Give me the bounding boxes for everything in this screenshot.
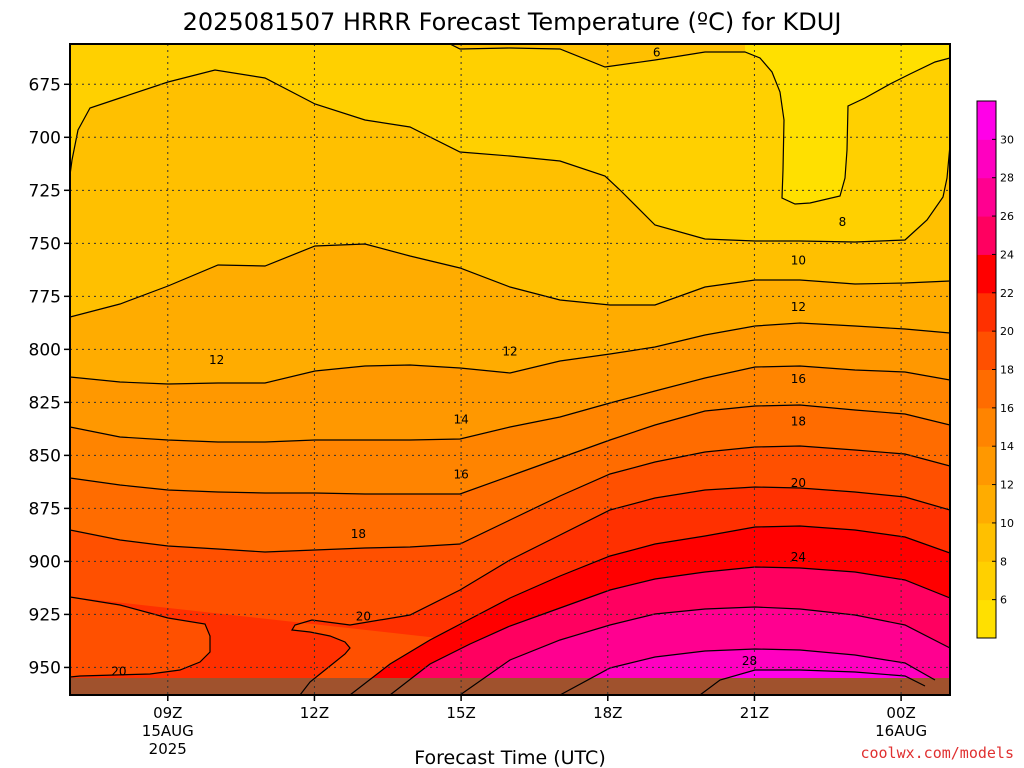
y-tick-label: 750 xyxy=(29,234,61,254)
y-axis: 675 700 725 750 775 800 825 850 875 900 925 950 xyxy=(29,75,70,678)
colorbar-tick-label: 6 xyxy=(1000,594,1007,607)
y-tick-label: 775 xyxy=(29,287,61,307)
colorbar-swatch xyxy=(977,484,996,524)
contour-label-16: 16 xyxy=(791,372,806,386)
colorbar-tick-label: 22 xyxy=(1000,287,1014,300)
contour-label-20: 20 xyxy=(356,610,371,624)
colorbar-tick-label: 14 xyxy=(1000,440,1014,453)
y-tick-label: 925 xyxy=(29,605,61,625)
x-tick-label: 15Z xyxy=(446,704,475,722)
colorbar-swatch xyxy=(977,139,996,179)
x-tick-label: 15AUG xyxy=(142,722,194,740)
chart-title: 2025081507 HRRR Forecast Temperature (ºC… xyxy=(183,8,842,36)
contour-lines xyxy=(70,44,950,695)
x-tick-label: 2025 xyxy=(149,740,187,758)
colorbar-swatch xyxy=(977,101,996,140)
y-tick-label: 875 xyxy=(29,499,61,519)
colorbar-tick-label: 20 xyxy=(1000,325,1014,338)
contour-22 xyxy=(349,525,950,695)
colorbar-swatch xyxy=(977,599,996,639)
colorbar-tick-label: 30 xyxy=(1000,133,1014,146)
x-tick-label: 21Z xyxy=(740,704,769,722)
grid-lines xyxy=(70,44,950,695)
contour-label-12: 12 xyxy=(791,300,806,314)
contour-6 xyxy=(449,44,950,205)
y-tick-label: 800 xyxy=(29,340,61,360)
contour-12 xyxy=(70,322,950,385)
colorbar-tick-label: 28 xyxy=(1000,172,1014,185)
contour-label-10: 10 xyxy=(791,253,806,267)
contour-label-12: 12 xyxy=(502,344,517,358)
contour-28 xyxy=(559,648,936,695)
y-tick-label: 950 xyxy=(29,658,61,678)
contour-label-20: 20 xyxy=(111,665,126,679)
colorbar-swatch xyxy=(977,446,996,486)
credit-text: coolwx.com/models xyxy=(860,744,1014,762)
contour-24 xyxy=(389,566,950,695)
colorbar-swatch xyxy=(977,216,996,255)
colorbar-tick-label: 26 xyxy=(1000,210,1014,223)
colorbar-swatch xyxy=(977,331,996,370)
plot-frame xyxy=(69,43,951,696)
colorbar-swatch xyxy=(977,254,996,294)
y-tick-label: 675 xyxy=(29,75,61,95)
contour-label-28: 28 xyxy=(742,654,757,668)
colorbar-swatch xyxy=(977,407,996,447)
contour-16 xyxy=(70,404,950,495)
contour-14 xyxy=(70,365,950,443)
contour-label-14: 14 xyxy=(453,412,468,426)
contour-label-24: 24 xyxy=(791,550,806,564)
contour-label-20: 20 xyxy=(791,476,806,490)
colorbar-swatch xyxy=(977,177,996,217)
contour-8 xyxy=(70,69,950,243)
terrain xyxy=(70,678,950,695)
y-tick-label: 900 xyxy=(29,552,61,572)
colorbar-swatch xyxy=(977,292,996,332)
contour-labels: 6 8 10 12 12 12 14 16 16 18 18 20 20 20 24 28 xyxy=(111,45,847,679)
contour-18 xyxy=(70,445,950,553)
y-tick-label: 700 xyxy=(29,128,61,148)
colorbar-tick-label: 18 xyxy=(1000,364,1014,377)
x-tick-label: 12Z xyxy=(300,704,329,722)
colorbar-swatch xyxy=(977,369,996,409)
x-tick-label: 18Z xyxy=(593,704,622,722)
y-tick-label: 825 xyxy=(29,393,61,413)
x-axis-label: Forecast Time (UTC) xyxy=(414,747,605,768)
contour-label-16: 16 xyxy=(453,467,468,481)
contour-30 xyxy=(699,669,926,695)
contour-label-6: 6 xyxy=(653,45,661,59)
colorbar-tick-label: 10 xyxy=(1000,517,1014,530)
x-tick-label: 16AUG xyxy=(875,722,927,740)
x-tick-label: 00Z xyxy=(886,704,915,722)
contour-label-12: 12 xyxy=(209,353,224,367)
contour-label-18: 18 xyxy=(791,414,806,428)
colorbar: 6 8 10 12 14 16 18 20 22 24 26 28 30 xyxy=(976,100,1014,639)
colorbar-swatch xyxy=(977,561,996,601)
colorbar-swatch xyxy=(977,522,996,562)
y-tick-label: 725 xyxy=(29,181,61,201)
x-tick-label: 09Z xyxy=(153,704,182,722)
contour-20-right xyxy=(291,486,950,695)
colorbar-tick-label: 16 xyxy=(1000,402,1014,415)
contour-label-18: 18 xyxy=(351,527,366,541)
contour-26 xyxy=(459,606,950,695)
band-6-8 xyxy=(70,44,950,242)
contour-10 xyxy=(70,243,950,318)
contour-label-8: 8 xyxy=(839,215,847,229)
colorbar-tick-label: 8 xyxy=(1000,555,1007,568)
colorbar-tick-label: 12 xyxy=(1000,479,1014,492)
contour-20-left xyxy=(70,596,211,678)
colorbar-tick-label: 24 xyxy=(1000,248,1014,261)
y-tick-label: 850 xyxy=(29,446,61,466)
